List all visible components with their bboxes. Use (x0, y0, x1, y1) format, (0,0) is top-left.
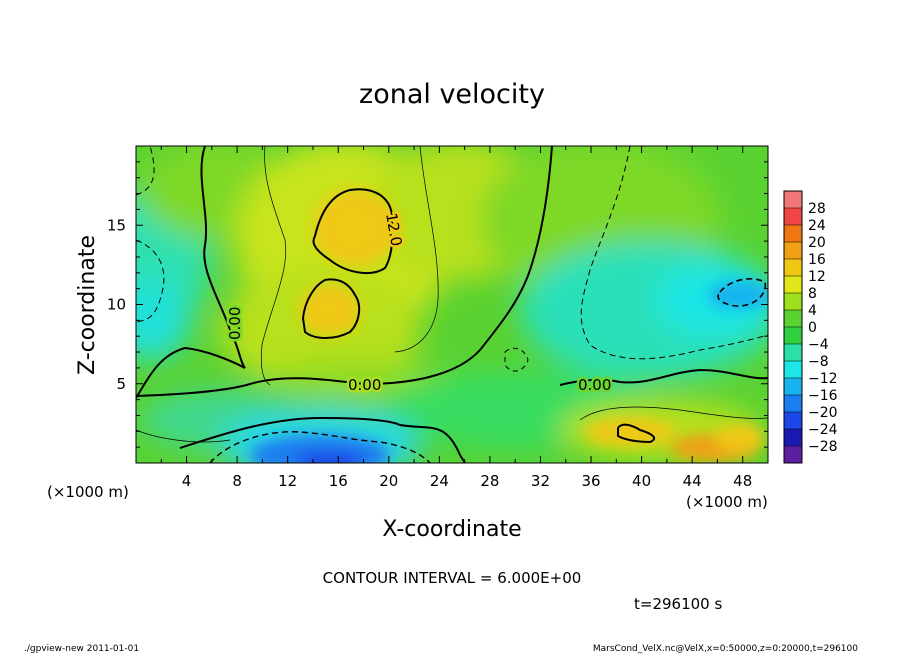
contour-six-c (579, 406, 768, 421)
colorbar-label: −4 (808, 337, 829, 353)
colorbar-label: −24 (808, 422, 838, 438)
x-axis-title: X-coordinate (382, 517, 521, 542)
x-tick-label: 12 (278, 472, 297, 490)
x-tick-label: 20 (379, 472, 398, 490)
x-tick-label: 28 (480, 472, 499, 490)
contours (136, 146, 768, 463)
colorbar-label: 24 (808, 218, 826, 234)
colorbar-label: 8 (808, 286, 817, 302)
heatmap-field (136, 146, 768, 463)
y-axis-ticks: 5 10 15 (107, 161, 768, 448)
x-tick-label: 4 (182, 472, 192, 490)
contour-neg-left (136, 239, 165, 323)
colorbar-swatch (784, 242, 802, 259)
x-tick-label: 36 (581, 472, 600, 490)
contour-zero-left (136, 146, 246, 399)
footer-right: MarsCond_VelX.nc@VelX,x=0:50000,z=0:2000… (593, 644, 858, 654)
colorbar-label: 28 (808, 201, 826, 217)
x-tick-label: 16 (329, 472, 348, 490)
contour-label-middle: 0.00 (348, 376, 381, 394)
y-tick-label: 5 (116, 375, 126, 393)
contour-twelve-lower (301, 278, 361, 339)
y-axis-title: Z-coordinate (75, 235, 100, 375)
contour-neg-mid (504, 347, 529, 372)
colorbar-swatch (784, 327, 802, 344)
colorbar-label: −28 (808, 439, 838, 455)
contour-twelve-right (617, 423, 656, 444)
colorbar-label: −16 (808, 388, 838, 404)
colorbar-swatch (784, 225, 802, 242)
contour-interval: CONTOUR INTERVAL = 6.000E+00 (323, 569, 582, 587)
colorbar-label: −12 (808, 371, 838, 387)
x-tick-label: 24 (430, 472, 449, 490)
x-axis-unit-right: (×1000 m) (686, 493, 768, 511)
footer-left: ./gpview-new 2011-01-01 (24, 644, 139, 654)
colorbar-swatch (784, 310, 802, 327)
colorbar-swatch (784, 344, 802, 361)
x-tick-label: 40 (632, 472, 651, 490)
colorbar-swatch (784, 429, 802, 446)
colorbar-label: 12 (808, 269, 826, 285)
contour-zero-bottom (179, 416, 466, 463)
colorbar-label: −8 (808, 354, 829, 370)
contour-label-left: 0.00 (226, 307, 244, 340)
colorbar-swatch (784, 259, 802, 276)
y-tick-label: 10 (107, 296, 126, 314)
contour-six-d (136, 429, 231, 443)
contour-zero-middle (136, 146, 553, 397)
x-tick-label: 48 (733, 472, 752, 490)
colorbar-label: 20 (808, 235, 826, 251)
colorbar-swatch (784, 361, 802, 378)
colorbar-swatch (784, 276, 802, 293)
colorbar-label: 0 (808, 320, 817, 336)
contour-zero-right (559, 368, 768, 386)
x-axis-unit-left: (×1000 m) (47, 483, 129, 501)
contour-six-b (394, 146, 439, 353)
colorbar-swatch (784, 446, 802, 463)
time-stamp: t=296100 s (634, 595, 722, 613)
colorbar-swatch (784, 293, 802, 310)
y-tick-label: 15 (107, 216, 126, 234)
colorbar-swatch (784, 395, 802, 412)
x-tick-label: 44 (683, 472, 702, 490)
colorbar-label: −20 (808, 405, 838, 421)
colorbar-swatch (784, 412, 802, 429)
colorbar-swatch (784, 191, 802, 208)
x-axis-ticks: 4 8 12 16 20 24 28 32 36 40 44 48 (160, 146, 752, 490)
colorbar-label: 16 (808, 252, 826, 268)
contour-neg-bottom (209, 431, 431, 463)
chart-title: zonal velocity (359, 79, 545, 110)
colorbar-swatch (784, 378, 802, 395)
x-tick-label: 8 (232, 472, 242, 490)
contour-twelve-upper (312, 188, 394, 275)
x-tick-label: 32 (531, 472, 550, 490)
contour-label-right: 0.00 (578, 376, 611, 394)
colorbar-label: 4 (808, 303, 817, 319)
colorbar-swatch (784, 208, 802, 225)
contour-neg-right-inner (717, 278, 766, 307)
contour-six-a (260, 146, 287, 386)
